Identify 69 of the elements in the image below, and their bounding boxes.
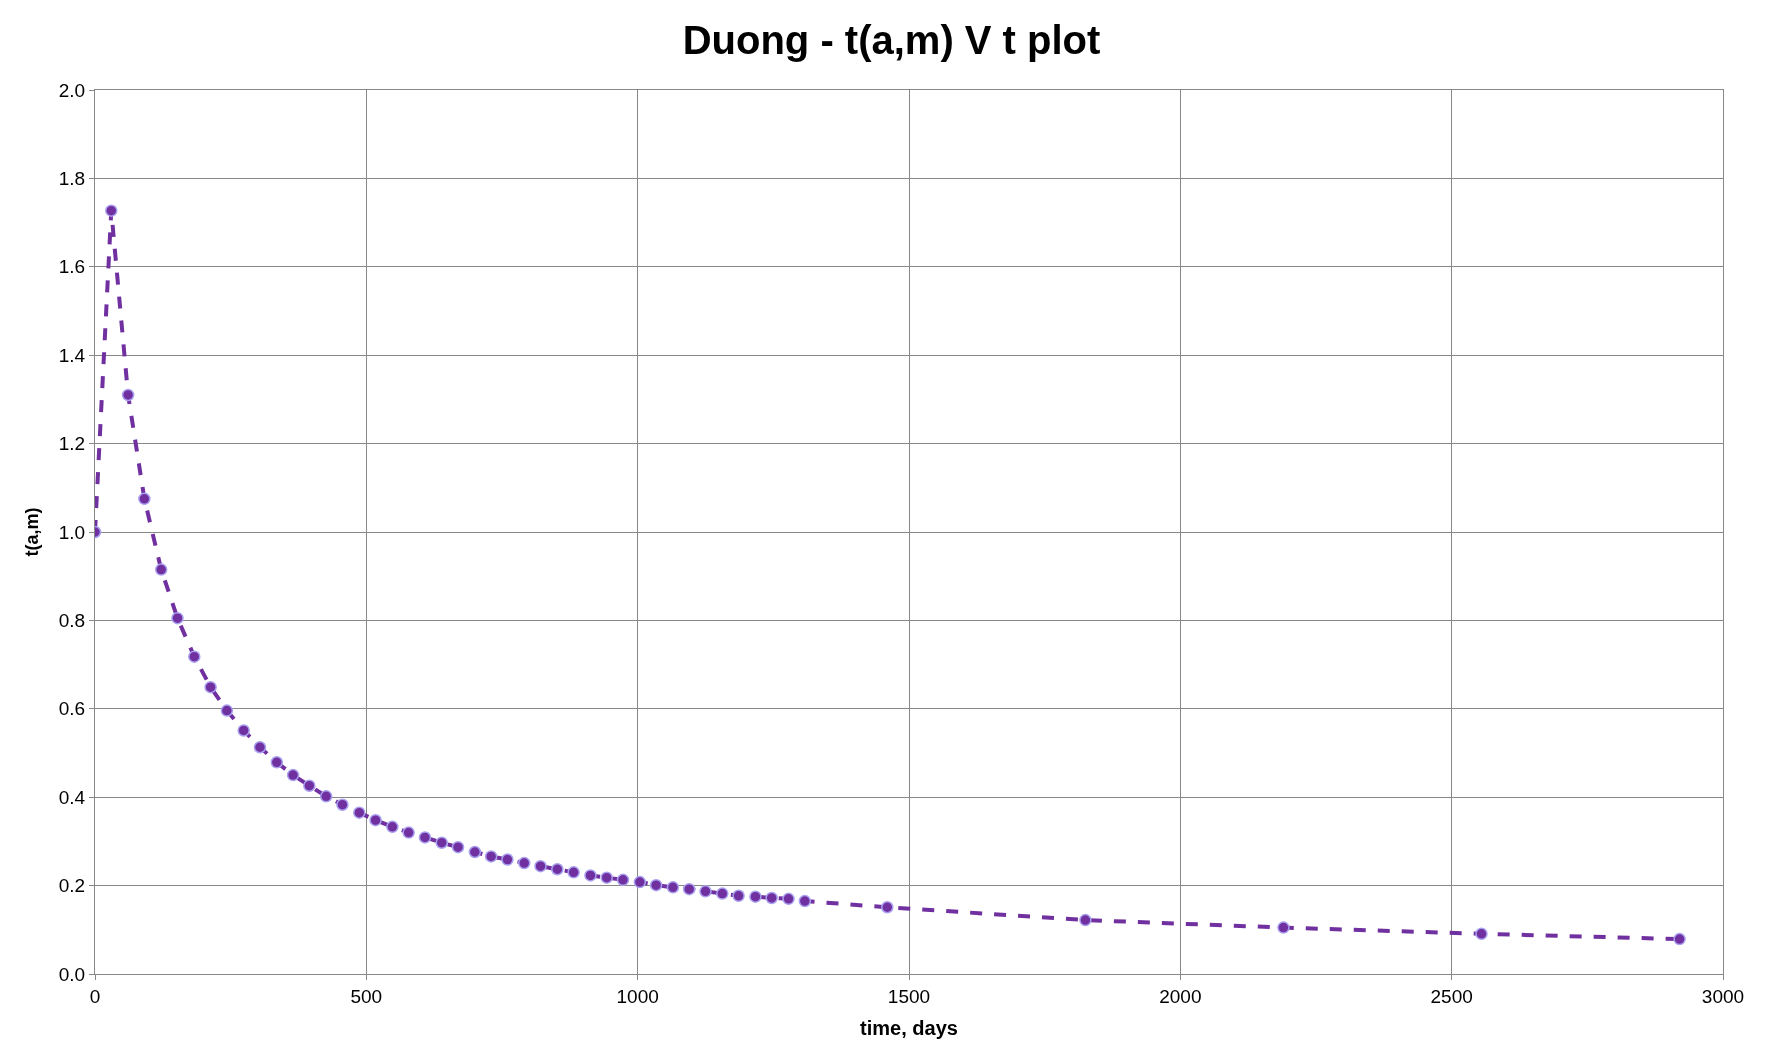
point [732,889,745,903]
y-tick-label: 2.0 [58,79,86,101]
point [1277,921,1290,934]
point [451,840,465,854]
point [188,650,201,663]
y-tick-label: 0.8 [58,610,86,632]
point [551,863,564,876]
point [699,885,712,898]
point [468,845,482,859]
point [765,891,778,905]
x-tick-label: 2000 [1159,985,1202,1007]
point [220,704,234,717]
point [567,866,580,879]
point [682,882,696,896]
point [369,813,382,827]
point [534,859,547,873]
point [286,768,300,782]
y-tick-label: 0.0 [58,963,86,985]
y-tick-label: 0.2 [58,875,86,897]
y-tick-label: 1.8 [58,168,86,190]
point [1475,927,1488,941]
point [782,892,795,906]
point [121,388,135,402]
point [402,826,415,839]
point [881,901,894,914]
x-tick-label: 1000 [616,985,659,1007]
y-tick-label: 1.2 [58,433,86,455]
point [484,850,498,863]
point [435,836,449,849]
point [171,611,184,625]
x-tick-label: 3000 [1701,985,1745,1007]
point [716,887,729,900]
point [600,871,613,884]
point [386,820,399,834]
x-tick-label: 500 [350,985,383,1007]
point [253,741,267,754]
point [1079,913,1092,927]
x-tick-label: 0 [89,985,101,1007]
point [666,881,680,894]
point [649,878,663,892]
point [336,798,349,811]
point [105,204,118,217]
y-tick-label: 1.4 [58,344,86,366]
x-axis-title: time, days [860,1017,958,1040]
point [501,853,514,866]
y-tick-label: 0.6 [58,698,86,720]
point [237,724,250,737]
x-tick-label: 2500 [1430,985,1473,1007]
point [584,869,597,882]
x-tick-label: 1500 [887,985,931,1007]
y-tick-label: 1.0 [58,521,86,543]
point [798,894,812,908]
point [1673,932,1686,946]
y-tick-label: 0.4 [58,786,86,808]
point [319,790,333,803]
y-tick-label: 1.6 [58,256,86,278]
point [270,756,284,769]
point [303,779,316,792]
point [353,806,366,819]
point [154,563,168,576]
chart-title: Duong - t(a,m) V t plot [682,18,1101,63]
point [616,873,630,887]
point [204,680,217,694]
point [138,492,151,506]
point [633,875,647,889]
point [418,831,432,844]
y-axis-title: t(a,m) [21,507,42,557]
point [749,890,762,903]
point [518,856,531,870]
